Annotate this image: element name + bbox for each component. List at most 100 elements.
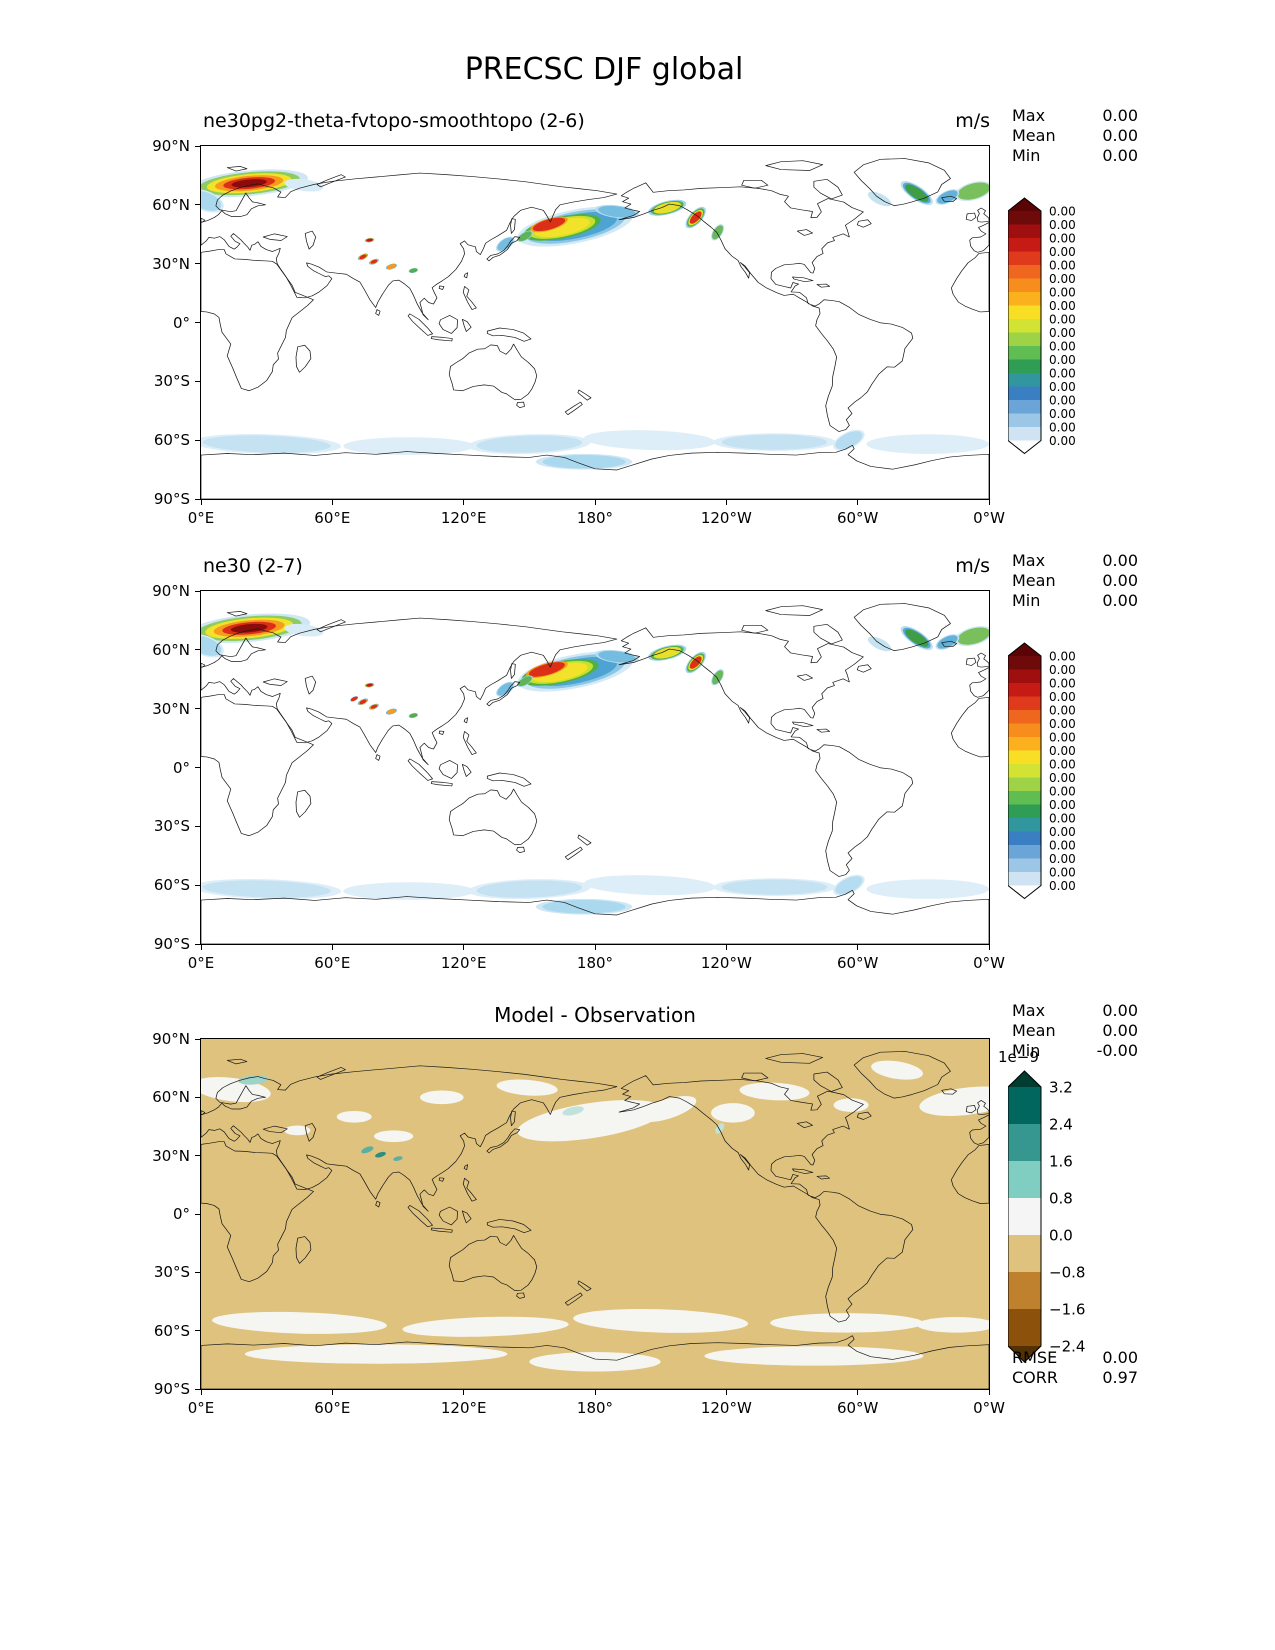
stat-row: Min -0.00 <box>1012 1041 1138 1061</box>
y-axis-tick-label: 60°S <box>153 876 190 895</box>
colorbar-tick-label: 0.00 <box>1049 730 1076 744</box>
y-axis-tick-mark <box>195 498 200 500</box>
x-axis-tick-mark <box>200 1390 202 1395</box>
colorbar-tick-label: 0.00 <box>1049 258 1076 272</box>
y-axis-tick-mark <box>195 439 200 441</box>
colorbar-tick-label: 1.6 <box>1049 1152 1073 1170</box>
stat-row: Mean 0.00 <box>1012 571 1138 591</box>
panel-subtitle: Model - Observation <box>494 1003 696 1027</box>
y-axis-tick-mark <box>195 204 200 206</box>
x-axis-tick-label: 0°E <box>187 954 215 972</box>
colorbar-tick-label: 0.00 <box>1049 407 1076 421</box>
y-axis-tick-mark <box>195 263 200 265</box>
x-axis-tick-mark <box>857 500 859 505</box>
stat-value: 0.00 <box>1102 591 1138 610</box>
x-axis-tick-mark <box>463 500 465 505</box>
colorbar-tick-label: 0.00 <box>1049 879 1076 893</box>
x-axis-tick-mark <box>463 1390 465 1395</box>
stat-value: 0.00 <box>1102 1021 1138 1040</box>
y-axis-tick-label: 30°N <box>152 1146 190 1165</box>
colorbar-tick-label: 0.00 <box>1049 825 1076 839</box>
x-axis-tick-mark <box>331 945 333 950</box>
stat-value: 0.00 <box>1102 106 1138 125</box>
x-axis-tick-label: 0°W <box>973 954 1005 972</box>
stat-row: Max 0.00 <box>1012 1001 1138 1021</box>
y-axis-tick-mark <box>195 1213 200 1215</box>
x-axis-tick-label: 120°E <box>440 1399 487 1417</box>
colorbar-tick-label: 0.00 <box>1049 312 1076 326</box>
y-axis-tick-mark <box>195 322 200 323</box>
x-axis-tick-label: 60°E <box>314 509 351 527</box>
y-axis-tick-label: 60°S <box>153 1321 190 1340</box>
y-axis-tick-mark <box>195 943 200 945</box>
x-axis-tick-mark <box>857 1390 859 1395</box>
x-axis-tick-mark <box>988 945 990 950</box>
stat-label: Max <box>1012 106 1046 125</box>
error-stats-block: RMSE 0.00 CORR 0.97 <box>1012 1348 1138 1388</box>
x-axis-tick-label: 60°W <box>836 954 879 972</box>
y-axis-tick-label: 30°S <box>153 817 190 836</box>
y-axis-tick-label: 90°S <box>153 490 190 508</box>
colorbar-tick-label: 0.00 <box>1049 811 1076 825</box>
colorbar-tick-label: 0.00 <box>1049 690 1076 704</box>
x-axis-tick-label: 120°W <box>700 954 752 972</box>
y-axis-tick-mark <box>195 825 200 827</box>
colorbar-tick-label: 0.00 <box>1049 285 1076 299</box>
y-axis-tick-label: 30°S <box>153 372 190 391</box>
y-axis-tick-label: 90°N <box>152 1030 190 1048</box>
y-axis-tick-mark <box>195 884 200 886</box>
map-canvas <box>201 146 989 499</box>
stat-value: -0.00 <box>1096 1041 1138 1060</box>
colorbar-tick-label: −1.6 <box>1049 1300 1085 1318</box>
colorbar-tick-label: 0.00 <box>1049 771 1076 785</box>
y-axis-tick-mark <box>195 1038 200 1040</box>
x-axis-tick-mark <box>594 500 596 505</box>
colorbar-tick-label: 0.00 <box>1049 838 1076 852</box>
x-axis-tick-label: 0°W <box>973 509 1005 527</box>
stat-value: 0.97 <box>1102 1368 1138 1387</box>
colorbar-tick-label: 0.00 <box>1049 649 1076 663</box>
colorbar-tick-label: 0.00 <box>1049 663 1076 677</box>
colorbar-tick-label: 0.00 <box>1049 326 1076 340</box>
colorbar-tick-label: 0.00 <box>1049 339 1076 353</box>
colorbar-tick-label: 0.00 <box>1049 204 1076 218</box>
stat-row: Mean 0.00 <box>1012 1021 1138 1041</box>
colorbar-tick-label: 0.00 <box>1049 380 1076 394</box>
stat-value: 0.00 <box>1102 126 1138 145</box>
stat-value: 0.00 <box>1102 571 1138 590</box>
stat-label: Min <box>1012 146 1041 165</box>
map-panel-2: 90°N 60°N 30°N 0° 30°S 60°S 90°S 0°E 60°E 120°E 1… <box>152 582 1005 972</box>
y-axis-tick-label: 60°N <box>152 1088 190 1107</box>
colorbar-tick-label: 0.00 <box>1049 231 1076 245</box>
y-axis-tick-label: 30°S <box>153 1263 190 1282</box>
colorbar-tick-label: 0.00 <box>1049 299 1076 313</box>
stat-label: Mean <box>1012 1021 1056 1040</box>
x-axis-tick-label: 180° <box>576 954 614 972</box>
y-axis-tick-label: 60°S <box>153 431 190 450</box>
colorbar-tick-label: −2.4 <box>1049 1337 1085 1355</box>
stats-block: Max 0.00 Mean 0.00 Min 0.00 <box>1012 551 1138 611</box>
x-axis-tick-mark <box>988 500 990 505</box>
stat-label: Mean <box>1012 571 1056 590</box>
y-axis-tick-label: 90°S <box>153 1380 190 1398</box>
y-axis-tick-label: 0° <box>172 758 190 777</box>
colorbar-tick-label: 2.4 <box>1049 1115 1073 1133</box>
x-axis-tick-label: 180° <box>576 509 614 527</box>
units-label: m/s <box>955 555 990 577</box>
x-axis-tick-mark <box>463 945 465 950</box>
colorbar-tick-label: 0.8 <box>1049 1189 1073 1207</box>
x-axis-tick-label: 120°W <box>700 1399 752 1417</box>
y-axis-tick-label: 30°N <box>152 699 190 718</box>
colorbar: 0.00 0.00 0.00 0.00 0.00 0.00 0.00 0.00 0.00 0.00… <box>1007 641 1118 905</box>
stat-label: Min <box>1012 591 1041 610</box>
x-axis-tick-mark <box>725 945 727 950</box>
colorbar-tick-label: 0.00 <box>1049 218 1076 232</box>
stat-row: Max 0.00 <box>1012 551 1138 571</box>
y-axis-tick-mark <box>195 1330 200 1332</box>
x-axis-tick-mark <box>331 1390 333 1395</box>
y-axis-tick-mark <box>195 649 200 651</box>
y-axis-tick-mark <box>195 145 200 147</box>
y-axis-tick-mark <box>195 1271 200 1273</box>
stat-row: Mean 0.00 <box>1012 126 1138 146</box>
x-axis-tick-mark <box>200 945 202 950</box>
